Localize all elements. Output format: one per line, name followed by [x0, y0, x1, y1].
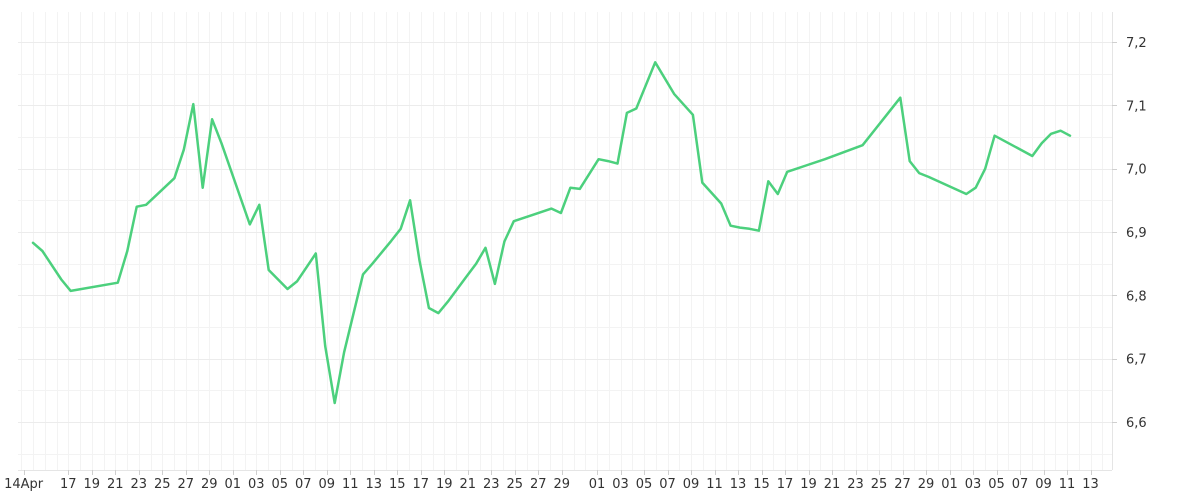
x-tick-label: 01: [941, 477, 958, 492]
x-tick-label: 03: [612, 477, 629, 492]
x-tick-label: 13: [1082, 477, 1099, 492]
y-tick-label: 6,8: [1126, 289, 1147, 304]
x-tick-label: 09: [318, 477, 335, 492]
y-tick-label: 6,6: [1126, 416, 1147, 431]
x-tick-label: 17: [60, 477, 77, 492]
x-tick-label: 11: [706, 477, 723, 492]
x-tick-label: 19: [800, 477, 817, 492]
x-tick-label: 19: [436, 477, 453, 492]
x-tick-label: 15: [753, 477, 770, 492]
x-tick-label: 09: [1035, 477, 1052, 492]
x-tick-label: 11: [342, 477, 359, 492]
x-tick-label: 29: [201, 477, 218, 492]
x-tick-label: 13: [365, 477, 382, 492]
x-tick-label: 23: [847, 477, 864, 492]
x-tick-label: 01: [589, 477, 606, 492]
x-tick-label: 27: [530, 477, 547, 492]
major-grid: [18, 42, 1112, 423]
x-tick-label: 21: [107, 477, 124, 492]
x-tick-label: 01: [224, 477, 241, 492]
x-tick-label: 05: [988, 477, 1005, 492]
x-axis: 14Apr 17 19 21 23 25 27 29 01 03 05 07 09 11 13 15 17 19 2…: [4, 470, 1112, 492]
x-tick-label: 27: [894, 477, 911, 492]
x-tick-label: 07: [1012, 477, 1029, 492]
x-tick-label: 19: [83, 477, 100, 492]
x-tick-label: 05: [271, 477, 288, 492]
series-line: [31, 61, 1072, 405]
x-tick-label: 17: [777, 477, 794, 492]
x-tick-label: 11: [1059, 477, 1076, 492]
x-tick-label: 25: [871, 477, 888, 492]
x-tick-label: 09: [683, 477, 700, 492]
x-tick-label: 07: [295, 477, 312, 492]
y-axis: 6,6 6,7 6,8 6,9 7,0 7,1 7,2: [1112, 12, 1147, 470]
y-tick-label: 7,0: [1126, 163, 1147, 178]
x-tick-label: 25: [154, 477, 171, 492]
series-group: [31, 61, 1072, 405]
x-tick-label: 23: [483, 477, 500, 492]
x-tick-label: 07: [659, 477, 676, 492]
x-tick-label: 15: [389, 477, 406, 492]
x-tick-label: 21: [459, 477, 476, 492]
x-tick-label: 05: [636, 477, 653, 492]
x-tick-label: 21: [824, 477, 841, 492]
y-tick-label: 7,2: [1126, 36, 1147, 51]
x-tick-label: 14Apr: [4, 477, 44, 492]
x-tick-label: 03: [965, 477, 982, 492]
x-tick-label: 25: [506, 477, 523, 492]
y-tick-label: 6,9: [1126, 226, 1147, 241]
x-tick-label: 13: [730, 477, 747, 492]
x-tick-label: 29: [553, 477, 570, 492]
y-tick-label: 6,7: [1126, 353, 1147, 368]
x-tick-label: 17: [412, 477, 429, 492]
y-tick-label: 7,1: [1126, 99, 1147, 114]
x-tick-label: 27: [177, 477, 194, 492]
minor-grid: [18, 12, 1112, 470]
x-tick-label: 29: [918, 477, 935, 492]
x-tick-label: 23: [130, 477, 147, 492]
x-tick-label: 03: [248, 477, 265, 492]
